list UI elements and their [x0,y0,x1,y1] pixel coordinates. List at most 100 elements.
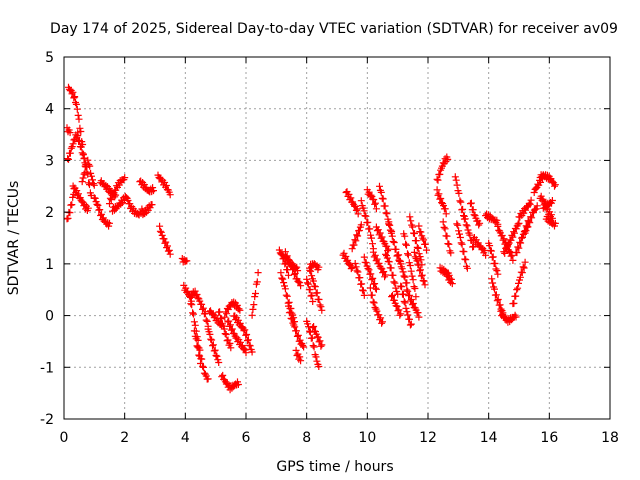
data-point [494,270,502,278]
data-point [121,174,129,182]
data-point [281,248,289,256]
data-point [464,226,472,234]
data-point [378,319,386,327]
grid [64,57,610,419]
data-point [489,279,497,287]
x-tick-label: 18 [601,430,619,446]
data-point [369,274,377,282]
data-point [443,232,451,240]
data-point [189,309,197,317]
data-point [235,305,243,313]
data-point [199,304,207,312]
data-point [315,296,323,303]
data-point [520,228,528,235]
data-point [462,256,470,264]
data-point [460,248,468,256]
data-point [463,264,471,272]
data-point [415,222,423,230]
data-point [377,188,385,196]
plot-frame [63,56,611,420]
data-point [79,174,87,182]
data-point [400,298,408,305]
data-point [212,352,220,359]
data-point [382,271,389,279]
data-point [364,265,372,272]
data-point [66,129,74,137]
y-tick-label: 1 [45,257,54,273]
data-point [296,353,304,361]
data-point [294,331,302,339]
data-point [74,111,82,119]
data-point [415,313,423,321]
data-point [402,240,410,248]
data-point [81,169,89,177]
data-point [417,228,425,236]
data-point [88,172,95,180]
data-point [282,291,290,299]
data-point [317,303,325,311]
data-point [470,211,478,219]
data-point [385,245,393,253]
data-point [406,315,413,323]
data-point [309,342,317,350]
data-point [392,284,400,292]
data-point [75,190,82,198]
data-point [402,304,410,312]
data-point [166,191,174,199]
data-point [193,291,201,298]
data-point [445,240,453,248]
x-tick-label: 12 [419,430,437,446]
data-point [156,227,164,235]
data-point [227,344,235,352]
data-point [307,267,315,275]
data-point [371,200,379,208]
data-point [397,310,405,318]
data-point [164,247,172,255]
data-point [304,279,311,287]
data-point [401,273,409,281]
x-tick-label: 2 [120,430,129,446]
data-point [246,342,254,350]
data-point [494,296,502,303]
data-point [77,143,85,151]
data-point [75,138,83,145]
data-point [362,259,370,267]
data-point [456,234,464,241]
y-tick-label: 4 [45,102,54,118]
data-point [236,306,244,314]
data-point [210,347,218,355]
data-point [290,271,298,278]
data-point [387,264,395,272]
data-point [162,238,170,246]
data-point [519,263,527,271]
data-point [491,260,499,267]
data-point [513,249,521,257]
data-point [518,234,526,242]
data-point [532,205,540,213]
data-point [407,217,415,225]
data-point [222,331,230,338]
data-point [399,268,407,276]
data-point [407,296,415,303]
data-point [93,200,101,208]
data-point [407,267,415,275]
data-point [89,180,97,188]
data-point [382,250,389,258]
data-point [91,194,99,202]
data-point [359,287,367,295]
data-point [242,331,250,339]
data-point [252,290,259,297]
x-tick-label: 6 [242,430,251,446]
data-point [350,241,358,249]
data-point [183,257,191,265]
data-point [204,375,212,383]
data-point [460,212,467,220]
data-point [197,360,204,367]
data-point [352,237,360,245]
data-point [358,280,366,288]
data-point [514,243,522,251]
data-point [389,291,396,299]
data-point [71,93,79,101]
data-point [510,299,518,307]
